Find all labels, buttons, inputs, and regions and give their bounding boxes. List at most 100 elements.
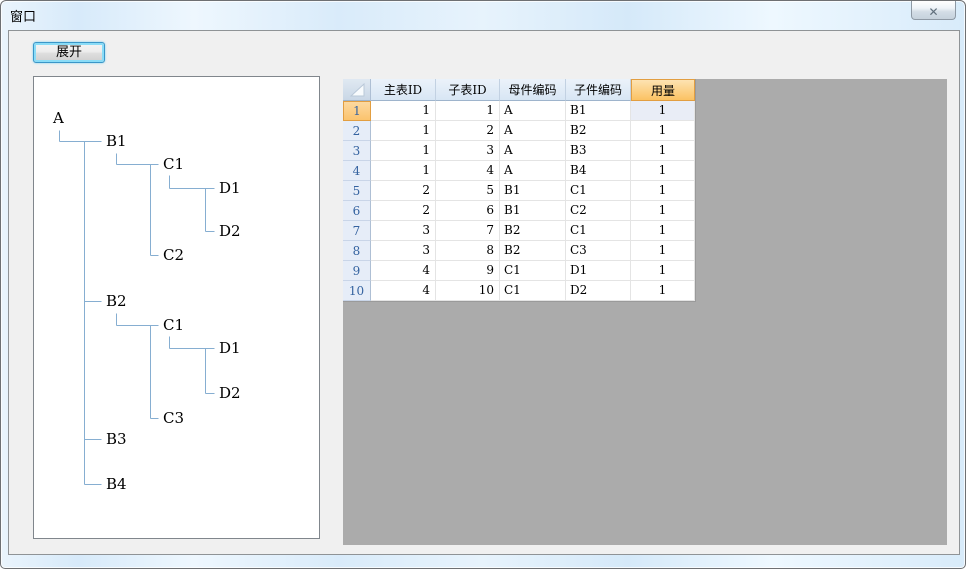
tree-panel: A B1 C1 D1 D2 C2 B2 C1 D1 D2 C3 B3 B4 [33, 76, 320, 539]
titlebar[interactable]: 窗口 ✕ [1, 1, 965, 30]
grid-corner-cell[interactable] [343, 79, 371, 101]
grid-cell[interactable]: C2 [566, 201, 631, 221]
grid-cell[interactable]: 1 [371, 141, 436, 161]
grid-row: 10 4 10 C1 D2 1 [343, 281, 695, 301]
grid-header-row: 主表ID 子表ID 母件编码 子件编码 用量 [343, 79, 695, 101]
tree-svg: A B1 C1 D1 D2 C2 B2 C1 D1 D2 C3 B3 B4 [52, 109, 241, 493]
row-header[interactable]: 5 [343, 181, 371, 201]
grid-cell[interactable]: 3 [371, 241, 436, 261]
grid-cell[interactable]: D2 [566, 281, 631, 301]
tree-node-label: B2 [106, 292, 127, 310]
grid-cell[interactable]: 4 [371, 281, 436, 301]
column-header[interactable]: 子件编码 [566, 79, 631, 101]
grid-cell[interactable]: 3 [371, 221, 436, 241]
grid-cell[interactable]: B1 [500, 181, 566, 201]
column-header[interactable]: 用量 [631, 79, 695, 101]
grid-cell[interactable]: 1 [631, 281, 695, 301]
row-header[interactable]: 1 [343, 101, 371, 121]
window-title: 窗口 [10, 10, 37, 25]
grid-cell[interactable]: C1 [566, 221, 631, 241]
grid-cell[interactable]: 1 [436, 101, 500, 121]
column-header[interactable]: 母件编码 [500, 79, 566, 101]
grid-cell[interactable]: 1 [631, 101, 695, 121]
grid-cell[interactable]: A [500, 121, 566, 141]
grid-cell[interactable]: 8 [436, 241, 500, 261]
tree-node-label: C1 [163, 155, 184, 173]
close-icon: ✕ [928, 5, 939, 19]
tree-node-label: D2 [219, 384, 241, 402]
grid-cell[interactable]: 4 [436, 161, 500, 181]
tree-node-label: D1 [219, 179, 241, 197]
row-header[interactable]: 2 [343, 121, 371, 141]
grid-cell[interactable]: 1 [631, 161, 695, 181]
grid-cell[interactable]: B3 [566, 141, 631, 161]
grid-cell[interactable]: 7 [436, 221, 500, 241]
tree-node-label: C2 [163, 246, 184, 264]
grid-cell[interactable]: C1 [566, 181, 631, 201]
grid-cell[interactable]: C1 [500, 261, 566, 281]
grid-row: 4 1 4 A B4 1 [343, 161, 695, 181]
grid-cell[interactable]: 1 [371, 101, 436, 121]
grid-row: 6 2 6 B1 C2 1 [343, 201, 695, 221]
tree-node-label: C1 [163, 316, 184, 334]
grid-cell[interactable]: B2 [566, 121, 631, 141]
grid-row: 5 2 5 B1 C1 1 [343, 181, 695, 201]
tree-node-label: D2 [219, 222, 241, 240]
grid-cell[interactable]: 9 [436, 261, 500, 281]
row-header[interactable]: 6 [343, 201, 371, 221]
grid-cell[interactable]: 1 [631, 181, 695, 201]
grid-row: 3 1 3 A B3 1 [343, 141, 695, 161]
tree-node-label: B1 [106, 132, 127, 150]
grid-cell[interactable]: 10 [436, 281, 500, 301]
row-header[interactable]: 8 [343, 241, 371, 261]
grid-cell[interactable]: B2 [500, 241, 566, 261]
grid-cell[interactable]: A [500, 101, 566, 121]
row-header[interactable]: 9 [343, 261, 371, 281]
grid-cell[interactable]: B1 [566, 101, 631, 121]
grid-cell[interactable]: B1 [500, 201, 566, 221]
row-header[interactable]: 7 [343, 221, 371, 241]
grid-cell[interactable]: A [500, 141, 566, 161]
row-header[interactable]: 4 [343, 161, 371, 181]
grid-cell[interactable]: A [500, 161, 566, 181]
grid-cell[interactable]: B4 [566, 161, 631, 181]
grid-cell[interactable]: 1 [631, 241, 695, 261]
grid-cell[interactable]: 1 [631, 201, 695, 221]
grid-row: 9 4 9 C1 D1 1 [343, 261, 695, 281]
grid-cell[interactable]: 1 [371, 121, 436, 141]
grid-cell[interactable]: 4 [371, 261, 436, 281]
row-header[interactable]: 3 [343, 141, 371, 161]
client-panel: 展开 A B1 C1 D1 D2 C2 B2 C1 D1 D2 C3 B3 B4 主表ID 子表ID 母件编… [8, 30, 960, 555]
tree-node-label: D1 [219, 339, 241, 357]
expand-button[interactable]: 展开 [33, 42, 105, 63]
grid-cell[interactable]: 1 [631, 221, 695, 241]
grid-cell[interactable]: 2 [436, 121, 500, 141]
tree-node-label: C3 [163, 409, 184, 427]
tree-node-label: A [52, 109, 64, 127]
grid-cell[interactable]: 2 [371, 201, 436, 221]
grid-cell[interactable]: 6 [436, 201, 500, 221]
grid-row: 8 3 8 B2 C3 1 [343, 241, 695, 261]
data-grid: 主表ID 子表ID 母件编码 子件编码 用量 1 1 1 A B1 1 2 1 2 A B2 1 3 1 3 A B3 1… [343, 79, 696, 302]
row-header[interactable]: 10 [343, 281, 371, 301]
grid-cell[interactable]: 2 [371, 181, 436, 201]
grid-cell[interactable]: 1 [631, 121, 695, 141]
grid-cell[interactable]: C3 [566, 241, 631, 261]
column-header[interactable]: 主表ID [371, 79, 436, 101]
grid-cell[interactable]: B2 [500, 221, 566, 241]
grid-cell[interactable]: 1 [371, 161, 436, 181]
tree-node-label: B4 [106, 475, 127, 493]
select-all-triangle-icon [349, 82, 365, 97]
grid-cell[interactable]: 5 [436, 181, 500, 201]
column-header[interactable]: 子表ID [436, 79, 500, 101]
grid-row: 1 1 1 A B1 1 [343, 101, 695, 121]
grid-row: 7 3 7 B2 C1 1 [343, 221, 695, 241]
grid-cell[interactable]: D1 [566, 261, 631, 281]
grid-cell[interactable]: C1 [500, 281, 566, 301]
grid-cell[interactable]: 1 [631, 141, 695, 161]
grid-cell[interactable]: 1 [631, 261, 695, 281]
grid-panel: 主表ID 子表ID 母件编码 子件编码 用量 1 1 1 A B1 1 2 1 2 A B2 1 3 1 3 A B3 1… [343, 79, 947, 545]
grid-cell[interactable]: 3 [436, 141, 500, 161]
close-button[interactable]: ✕ [911, 1, 956, 20]
